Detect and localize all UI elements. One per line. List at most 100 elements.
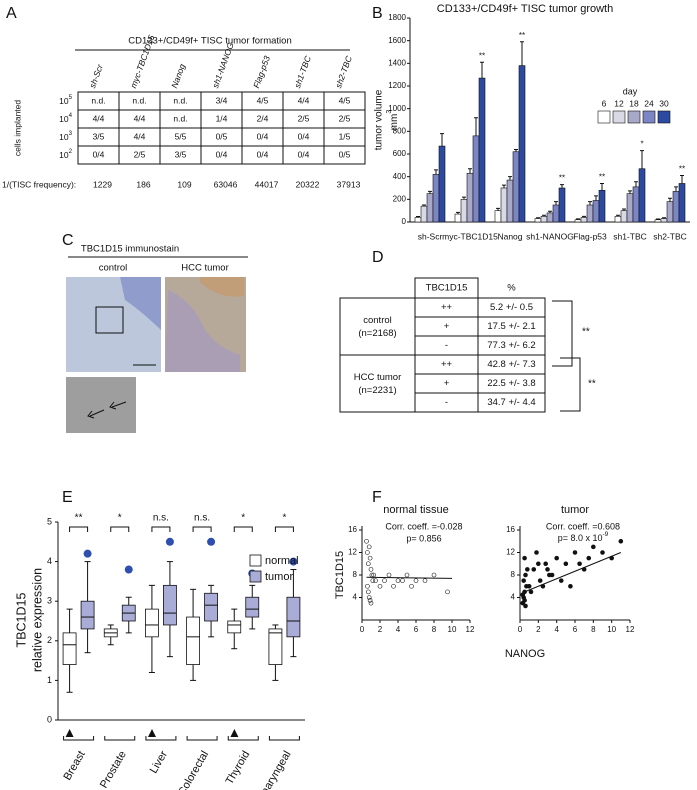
- box: [145, 608, 159, 638]
- y-unit: mm3: [384, 110, 400, 131]
- error-bar: [576, 218, 580, 220]
- y-tick-label: 12: [506, 548, 515, 557]
- x-tick-label: 0: [360, 625, 365, 634]
- freq-value: 109: [177, 179, 191, 189]
- bar: [660, 218, 668, 223]
- bracket: [560, 357, 581, 412]
- table-cell: n.d.: [173, 95, 187, 105]
- table-cell: +: [444, 378, 450, 389]
- table-cell: 4/5: [339, 95, 351, 105]
- error-bar: [616, 214, 620, 217]
- panel-label: A: [6, 5, 17, 22]
- x-tick-label: Prostate: [98, 749, 129, 790]
- legend-label: 24: [644, 98, 654, 108]
- significance: **: [75, 513, 83, 524]
- y-tick-label: 4: [353, 593, 358, 602]
- outlier: [289, 557, 298, 566]
- subtitle: tumor: [561, 504, 589, 516]
- annotation: **: [519, 31, 525, 40]
- significance-bracket: [110, 526, 130, 532]
- error-bar: [582, 215, 586, 218]
- y-tick-label: 1200: [388, 81, 406, 90]
- group-name: HCC tumor: [354, 372, 402, 383]
- table-header: %: [507, 283, 516, 294]
- group-bracket: [186, 736, 218, 741]
- point: [568, 583, 573, 589]
- point: [404, 572, 410, 578]
- table-cell: 3/4: [216, 95, 228, 105]
- point: [377, 583, 383, 589]
- error-bar: [622, 208, 626, 211]
- bar: [500, 187, 508, 223]
- point: [520, 592, 526, 597]
- bar: [678, 183, 686, 223]
- error-bar: [440, 133, 444, 147]
- row-label: 102: [59, 148, 72, 161]
- box: [227, 620, 242, 634]
- y-tick-label: 0: [47, 714, 52, 724]
- column-header: sh2-TBC: [333, 54, 354, 90]
- chart-title: CD133+/CD49f+ TISC tumor growth: [437, 3, 613, 15]
- bar: [432, 174, 440, 223]
- legend-swatch: [642, 110, 656, 124]
- table-cell: 3/5: [93, 131, 105, 141]
- legend-label: normal: [265, 555, 299, 567]
- bar: [620, 210, 628, 223]
- significance-bracket: [151, 526, 171, 532]
- point: [526, 583, 532, 589]
- row-label-exponent: 3: [69, 130, 73, 137]
- bar: [632, 186, 640, 223]
- table-cell: 22.5 +/- 3.8: [487, 378, 535, 389]
- legend-swatch: [249, 554, 262, 567]
- annotation: *: [640, 140, 643, 149]
- table-cell: n.d.: [173, 113, 187, 123]
- table-cell: 0/4: [93, 149, 105, 159]
- error-bar: [542, 214, 546, 217]
- point: [563, 561, 569, 567]
- bar: [558, 187, 566, 223]
- bar: [574, 219, 582, 223]
- error-bar: [496, 207, 500, 211]
- column-header: sh-Scr: [87, 62, 105, 90]
- point: [370, 578, 376, 583]
- legend-swatch: [249, 570, 262, 583]
- arrow: [109, 401, 127, 410]
- annotation-base: p= 8.0 x 10: [558, 533, 603, 543]
- point: [386, 572, 392, 578]
- x-tick-label: 2: [378, 625, 383, 634]
- significance-bracket: [69, 526, 89, 532]
- point: [525, 567, 530, 572]
- bar: [552, 204, 560, 223]
- x-tick-label: 6: [573, 625, 578, 634]
- table-cell: +: [444, 321, 450, 332]
- error-bar: [480, 61, 484, 79]
- subtitle: normal tissue: [383, 504, 448, 516]
- point: [445, 589, 450, 595]
- point: [531, 567, 537, 572]
- table-cell: n.d.: [132, 95, 146, 105]
- table-title: CD133+/CD49f+ TISC tumor formation: [128, 36, 292, 47]
- bar: [426, 193, 434, 223]
- table-cell: 3/5: [175, 149, 187, 159]
- point: [400, 578, 405, 583]
- freq-value: 1229: [93, 179, 112, 189]
- row-header: cells implanted: [12, 100, 22, 156]
- y-unit-exponent: 3: [384, 110, 393, 114]
- table-cell: 17.5 +/- 2.1: [487, 321, 535, 332]
- point: [365, 589, 371, 595]
- error-bar: [662, 217, 666, 219]
- box: [62, 632, 77, 665]
- table-cell: 4/4: [93, 113, 105, 123]
- x-tick-label: 12: [626, 625, 635, 634]
- y-label: tumor volume: [374, 89, 385, 150]
- table-cell: 1/5: [339, 131, 351, 141]
- table-cell: ++: [441, 359, 453, 370]
- error-bar: [640, 150, 644, 169]
- bar: [586, 204, 594, 223]
- point: [382, 578, 387, 583]
- significance: *: [118, 513, 122, 524]
- panel-label: E: [62, 489, 73, 506]
- table-cell: 77.3 +/- 6.2: [487, 340, 535, 351]
- point: [367, 555, 373, 561]
- point: [365, 550, 370, 555]
